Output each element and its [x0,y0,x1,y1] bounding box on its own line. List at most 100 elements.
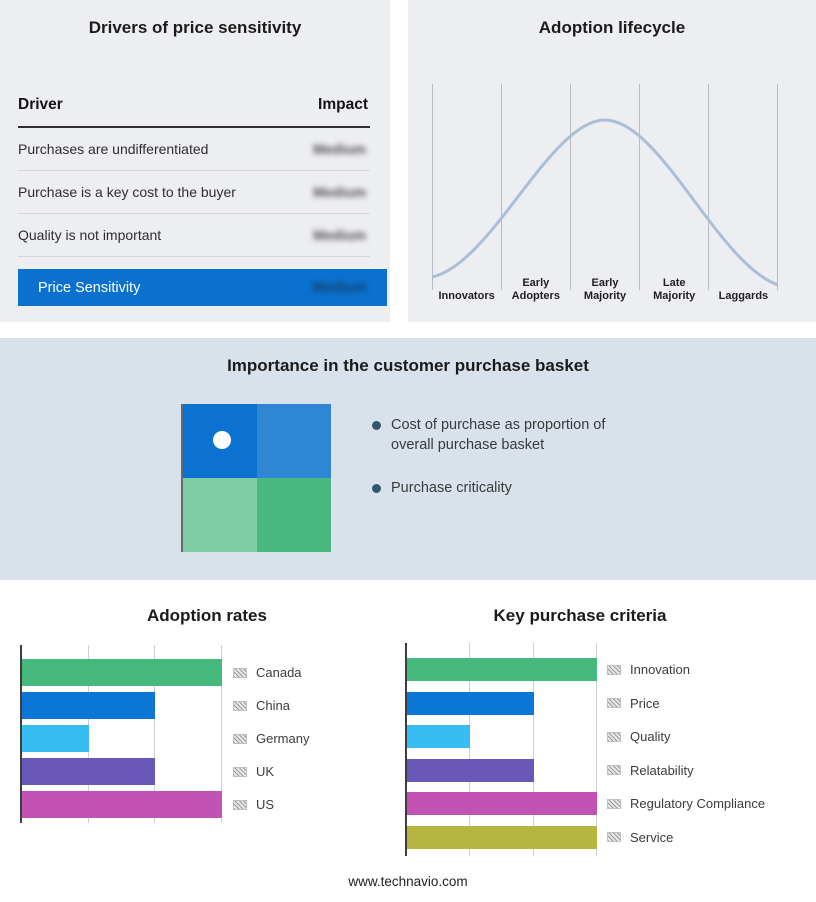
drivers-panel: Drivers of price sensitivity Driver Impa… [0,0,390,322]
bar-quality [407,725,471,748]
table-row: Purchases are undifferentiated Medium [18,128,370,171]
legend-swatch-icon [607,765,621,775]
legend-item-china: China [233,698,290,713]
legend-swatch-icon [233,766,247,777]
legend-label: Innovation [630,662,690,677]
bar-relatability [407,758,534,782]
drivers-table-header: Driver Impact [18,88,370,128]
legend-item-uk: UK [233,764,275,779]
lifecycle-stage-label: Late Majority [653,276,696,303]
drivers-table: Driver Impact Purchases are undifferenti… [18,88,370,257]
bar-price [407,691,534,715]
impact-cell-redacted: Medium [313,184,366,200]
bar-innovation [407,658,597,681]
bar-us [22,791,222,818]
legend-swatch-icon [607,698,621,708]
gridline [532,643,534,856]
driver-cell: Purchase is a key cost to the buyer [18,184,236,200]
purchase-basket-quadrant [181,404,331,552]
bullet-text: Cost of purchase as proportion of overal… [391,417,606,453]
gridline [154,645,156,823]
quadrant-top-left [183,404,257,478]
lifecycle-stage-label: Laggards [718,290,769,303]
bar-germany [22,725,89,752]
legend-label: China [256,698,290,713]
bar-uk [22,758,156,785]
legend-swatch-icon [607,731,621,742]
legend-label: Germany [256,731,310,746]
lifecycle-stage-label: Early Adopters [511,276,560,303]
driver-column-header: Driver [18,96,63,113]
legend-item-price: Price [607,695,660,711]
legend-swatch-icon [233,799,247,810]
key-purchase-criteria-chart [405,643,597,856]
bar-china [22,692,156,719]
list-item: Cost of purchase as proportion of overal… [372,416,643,455]
bullet-text: Purchase criticality [391,480,512,497]
bell-curve-path [432,118,778,287]
driver-cell: Quality is not important [18,227,162,243]
legend-item-regulatory-compliance: Regulatory Compliance [607,796,766,811]
table-row: Purchase is a key cost to the buyer Medi… [18,171,370,214]
legend-swatch-icon [607,832,621,842]
lifecycle-stage-label: Innovators [438,290,495,303]
purchase-basket-title: Importance in the customer purchase bask… [227,356,589,375]
legend-label: Relatability [630,762,694,778]
drivers-panel-title: Drivers of price sensitivity [88,18,302,37]
adoption-lifecycle-panel: Adoption lifecycle Innovators Early Adopt… [408,0,816,322]
legend-label: UK [256,764,275,779]
legend-swatch-icon [607,664,621,675]
bullet-icon [372,421,381,430]
legend-swatch-icon [233,667,247,678]
gridline [469,643,471,856]
adoption-lifecycle-title: Adoption lifecycle [538,18,686,37]
key-purchase-criteria-title: Key purchase criteria [493,606,667,625]
quadrant-bottom-left [183,478,257,552]
impact-column-header: Impact [318,96,368,113]
lifecycle-stage-labels: Innovators Early Adopters Early Majority La… [432,272,778,304]
impact-cell-redacted: Medium [313,141,366,157]
legend-label: Regulatory Compliance [630,796,766,811]
gridline [596,643,597,856]
price-sensitivity-label: Price Sensitivity [38,279,141,296]
legend-swatch-icon [233,733,247,744]
table-row: Quality is not important Medium [18,214,370,257]
legend-item-service: Service [607,829,674,845]
quadrant-bottom-right [257,478,331,552]
legend-item-germany: Germany [233,731,310,746]
legend-item-us: US [233,797,275,812]
legend-label: Price [630,695,660,711]
driver-cell: Purchases are undifferentiated [18,141,209,157]
legend-label: Quality [630,729,671,744]
key-purchase-criteria-legend: Innovation Price Quality Relatability Regula… [607,643,812,856]
impact-cell-redacted: Medium [313,227,366,243]
bar-canada [22,659,222,686]
position-marker-dot [213,431,231,449]
legend-swatch-icon [607,798,621,809]
footer-website: www.technavio.com [348,874,468,889]
adoption-rates-chart [20,645,222,823]
legend-swatch-icon [233,700,247,711]
legend-item-quality: Quality [607,729,671,744]
price-sensitivity-impact-redacted: Medium [312,279,367,296]
lifecycle-stage-label: Early Majority [583,276,627,303]
quadrant-top-right [257,404,331,478]
legend-item-relatability: Relatability [607,762,694,778]
list-item: Purchase criticality [372,479,643,499]
gridline [221,645,222,823]
purchase-basket-band: Importance in the customer purchase bask… [0,338,816,580]
adoption-rates-legend: Canada China Germany UK US [233,645,403,823]
adoption-rates-title: Adoption rates [147,606,267,625]
bar-service [407,825,597,849]
legend-label: US [256,797,275,812]
legend-label: Service [630,829,674,845]
legend-item-innovation: Innovation [607,662,690,677]
basket-bullet-list: Cost of purchase as proportion of overal… [372,416,643,499]
legend-label: Canada [256,665,302,680]
legend-item-canada: Canada [233,665,302,680]
price-sensitivity-summary-row: Price Sensitivity Medium [18,269,387,306]
bar-regulatory-compliance [407,792,597,815]
adoption-lifecycle-curve [432,84,778,290]
bullet-icon [372,484,381,494]
